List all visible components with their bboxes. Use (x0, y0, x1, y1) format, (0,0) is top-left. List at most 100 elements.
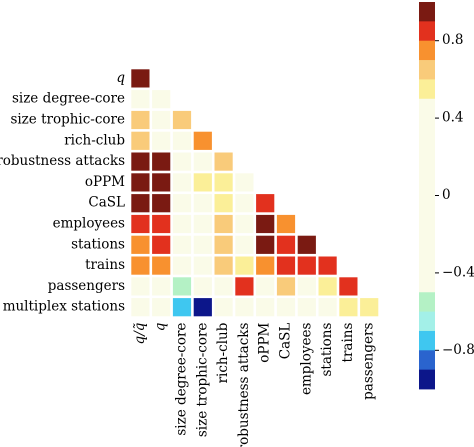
row-label: passengers (48, 278, 125, 294)
heatmap-cell (235, 194, 254, 213)
column-label: robustness attacks (236, 323, 252, 447)
column-label: oPPM (257, 322, 273, 362)
heatmap-cell (214, 256, 233, 275)
heatmap-cell (318, 256, 337, 275)
heatmap-cell (276, 235, 296, 254)
heatmap-cell (172, 131, 192, 150)
heatmap-cell (193, 256, 212, 275)
heatmap-cell (297, 256, 316, 275)
heatmap-cell (172, 298, 192, 317)
heatmap-cell (131, 298, 150, 317)
row-label: rich-club (64, 132, 125, 148)
column-label: rich-club (215, 323, 231, 384)
heatmap-cell (131, 235, 150, 254)
colorbar-band (419, 40, 435, 61)
heatmap-cell (276, 214, 296, 234)
heatmap-cell (152, 110, 171, 130)
heatmap-cell (214, 214, 233, 234)
heatmap-cell (172, 235, 192, 254)
heatmap-cell (131, 256, 150, 275)
heatmap-cell (339, 298, 358, 317)
heatmap-cell (214, 277, 233, 296)
heatmap-cell (193, 173, 212, 192)
column-label: q (153, 322, 169, 331)
heatmap-cells (131, 69, 379, 317)
heatmap-cell (131, 131, 150, 150)
heatmap-cell (131, 152, 150, 171)
colorbar-band (419, 350, 435, 371)
heatmap-cell (276, 298, 296, 317)
heatmap-cell (256, 256, 275, 275)
row-label: q (116, 70, 125, 86)
heatmap-cell (193, 277, 212, 296)
column-label: employees (298, 323, 314, 395)
heatmap-cell (131, 69, 150, 88)
heatmap-cell (152, 298, 171, 317)
column-label: size trophic-core (194, 323, 210, 438)
row-label: stations (71, 236, 125, 252)
heatmap-cell (152, 90, 171, 109)
colorbar-band (419, 79, 435, 100)
heatmap-cell (235, 298, 254, 317)
heatmap-cell (152, 235, 171, 254)
heatmap-cell (256, 235, 275, 254)
heatmap-cell (214, 235, 233, 254)
heatmap-cell (235, 235, 254, 254)
heatmap-cell (235, 173, 254, 192)
heatmap-cell (193, 194, 212, 213)
heatmap-cell (214, 298, 233, 317)
heatmap-cell (339, 277, 358, 296)
heatmap-cell (214, 173, 233, 192)
heatmap-cell (131, 110, 150, 130)
heatmap-cell (152, 277, 171, 296)
heatmap-cell (152, 256, 171, 275)
heatmap-cell (318, 277, 337, 296)
heatmap-cell (131, 173, 150, 192)
heatmap-cell (152, 194, 171, 213)
heatmap-cell (152, 214, 171, 234)
heatmap-cell (193, 152, 212, 171)
heatmap-cell (276, 256, 296, 275)
heatmap-cell (193, 235, 212, 254)
row-label: employees (53, 216, 125, 232)
heatmap-cell (193, 298, 212, 317)
heatmap-cell (256, 194, 275, 213)
heatmap-cell (131, 277, 150, 296)
colorbar-band (419, 369, 435, 390)
row-labels: q size degree-core size trophic-core rich-c… (0, 70, 125, 315)
heatmap-cell (297, 235, 316, 254)
heatmap-cell (152, 131, 171, 150)
heatmap-cell (235, 214, 254, 234)
heatmap-cell (256, 277, 275, 296)
row-label: robustness attacks (0, 153, 125, 169)
heatmap-cell (235, 256, 254, 275)
heatmap-cell (172, 214, 192, 234)
colorbar-band (419, 98, 435, 293)
heatmap-cell (131, 194, 150, 213)
row-label: multiplex stations (3, 299, 125, 315)
row-label: size degree-core (12, 91, 125, 107)
colorbar-band (419, 292, 435, 312)
row-label: CaSL (88, 195, 125, 211)
heatmap-cell (172, 110, 192, 130)
heatmap-cell (276, 277, 296, 296)
heatmap-cell (193, 131, 212, 150)
heatmap-cell (172, 173, 192, 192)
column-label: CaSL (278, 323, 294, 360)
colorbar-tick-label: −0.8 (442, 342, 474, 358)
heatmap-cell (360, 298, 379, 317)
column-label: q/q̃ (132, 322, 148, 344)
heatmap-cell (172, 194, 192, 213)
column-label: trains (340, 323, 356, 363)
colorbar-band (419, 330, 435, 351)
heatmap-cell (256, 298, 275, 317)
colorbar-tick-label: −0.4 (442, 264, 474, 280)
row-label: size trophic-core (10, 112, 125, 128)
heatmap-cell (297, 298, 316, 317)
heatmap-cell (172, 152, 192, 171)
heatmap-cell (256, 214, 275, 234)
heatmap-cell (297, 277, 316, 296)
heatmap-cell (172, 256, 192, 275)
heatmap-cell (193, 214, 212, 234)
row-label: trains (85, 257, 125, 273)
